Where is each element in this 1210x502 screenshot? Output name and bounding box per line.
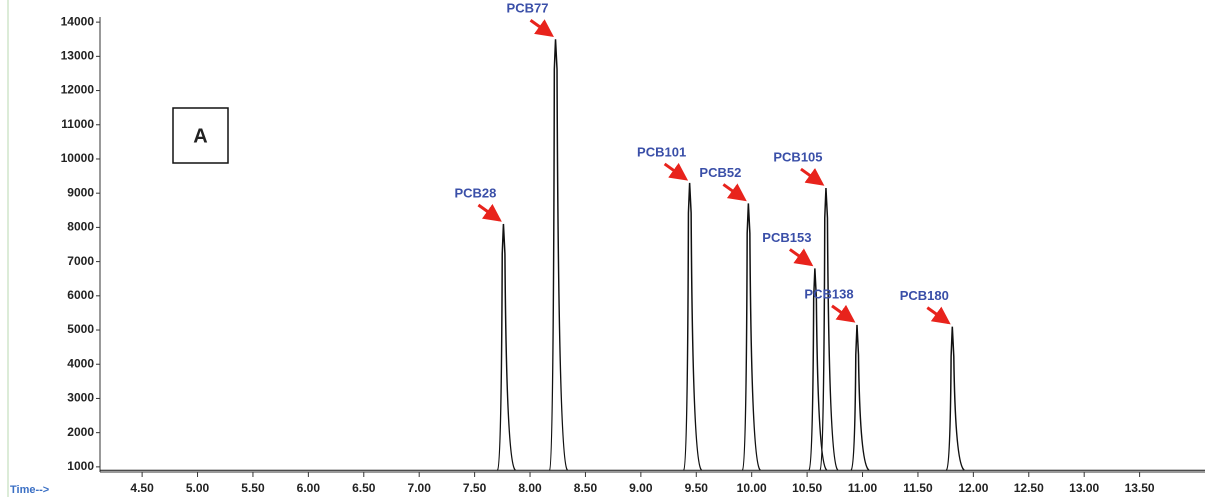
y-tick-label: 1000	[67, 459, 94, 473]
y-tick-label: 5000	[67, 322, 94, 336]
x-tick-label: 10.50	[792, 481, 822, 495]
peak-label: PCB77	[507, 1, 549, 16]
peak-label: PCB138	[804, 286, 853, 301]
peak-label: PCB28	[454, 185, 496, 200]
peak	[682, 182, 703, 472]
peak-label: PCB153	[762, 230, 811, 245]
arrow	[722, 183, 747, 202]
x-axis-label: Time-->	[10, 484, 49, 496]
peak	[548, 39, 569, 472]
arrow	[926, 306, 951, 325]
x-tick-label: 5.50	[241, 481, 265, 495]
x-tick-label: 8.50	[574, 481, 598, 495]
peak	[496, 223, 517, 472]
peak-label: PCB105	[773, 149, 822, 164]
peak-label: PCB101	[637, 144, 686, 159]
x-tick-label: 11.00	[848, 481, 878, 495]
y-tick-label: 2000	[67, 425, 94, 439]
y-tick-label: 4000	[67, 356, 94, 370]
peak-label: PCB52	[699, 165, 741, 180]
arrow	[663, 162, 689, 181]
y-tick-label: 9000	[67, 185, 94, 199]
x-tick-label: 13.50	[1125, 481, 1155, 495]
x-tick-label: 11.50	[903, 481, 933, 495]
arrow	[477, 203, 502, 222]
x-tick-label: 10.00	[737, 481, 767, 495]
arrow	[788, 248, 814, 267]
y-tick-label: 8000	[67, 220, 94, 234]
y-tick-label: 6000	[67, 288, 94, 302]
y-tick-label: 13000	[61, 49, 95, 63]
y-tick-label: 12000	[61, 83, 95, 97]
arrow	[800, 167, 825, 186]
y-tick-label: 7000	[67, 254, 94, 268]
x-tick-label: 7.50	[463, 481, 487, 495]
panel-box	[172, 107, 229, 164]
x-tick-label: 6.00	[297, 481, 321, 495]
y-tick-label: 3000	[67, 391, 94, 405]
y-tick-label: 11000	[61, 117, 94, 131]
x-tick-label: 9.50	[685, 481, 709, 495]
x-tick-label: 9.00	[629, 481, 653, 495]
x-tick-label: 8.00	[518, 481, 542, 495]
x-tick-label: 13.00	[1069, 481, 1099, 495]
panel-label: A	[193, 125, 207, 147]
y-tick-label: 14000	[61, 14, 95, 28]
peak	[819, 188, 839, 472]
peak	[945, 326, 965, 471]
x-tick-label: 12.00	[958, 481, 988, 495]
peak	[741, 203, 761, 472]
arrow	[529, 19, 554, 37]
peak	[850, 324, 870, 471]
y-tick-label: 10000	[61, 151, 95, 165]
x-tick-label: 6.50	[352, 481, 376, 495]
x-tick-label: 7.00	[408, 481, 432, 495]
x-tick-label: 4.50	[130, 481, 154, 495]
x-tick-label: 12.50	[1014, 481, 1044, 495]
peak-label: PCB180	[900, 288, 949, 303]
x-tick-label: 5.00	[186, 481, 210, 495]
arrow	[831, 304, 856, 323]
